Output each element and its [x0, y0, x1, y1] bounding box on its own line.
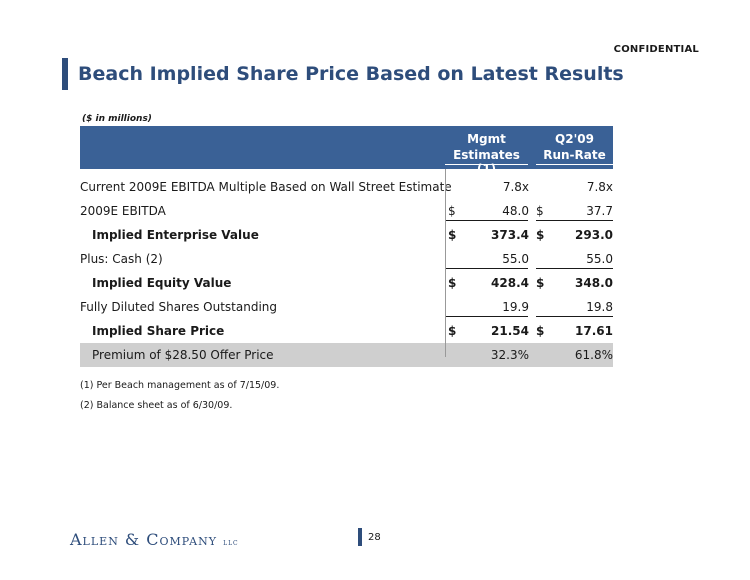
units-note: ($ in millions) [82, 114, 152, 124]
table-row: 2009E EBITDA $ 48.0 $ 37.7 [80, 199, 613, 223]
column-header-line1: Q2'09 [555, 132, 594, 146]
table-row-highlight: Premium of $28.50 Offer Price 32.3% 61.8… [80, 343, 613, 367]
runrate-value: 19.8 [586, 300, 613, 314]
footnote: (1) Per Beach management as of 7/15/09. [80, 380, 280, 391]
runrate-value: 61.8% [574, 348, 613, 362]
title-accent-bar [62, 58, 68, 90]
company-logo: Allen & Company llc [70, 530, 239, 549]
footnote: (2) Balance sheet as of 6/30/09. [80, 400, 233, 411]
currency-symbol: $ [536, 276, 545, 290]
column-header-line2: Run-Rate [543, 148, 606, 162]
table-header: Mgmt Estimates (1) Q2'09 Run-Rate [80, 126, 613, 176]
currency-symbol: $ [448, 204, 456, 218]
row-label: Current 2009E EBITDA Multiple Based on W… [80, 180, 452, 194]
mgmt-value: 19.9 [502, 300, 529, 314]
runrate-value: 348.0 [575, 276, 613, 290]
subtotal-rule [536, 316, 613, 317]
row-label: 2009E EBITDA [80, 204, 166, 218]
row-label: Plus: Cash (2) [80, 252, 163, 266]
row-label: Implied Enterprise Value [92, 228, 259, 242]
page-number-bar [358, 528, 362, 546]
mgmt-value: 32.3% [490, 348, 529, 362]
subtotal-rule [445, 268, 528, 269]
page-number: 28 [368, 532, 381, 543]
subtotal-rule [445, 220, 528, 221]
row-label: Implied Share Price [92, 324, 225, 338]
runrate-value: 37.7 [586, 204, 613, 218]
table-row: Fully Diluted Shares Outstanding 19.9 19… [80, 295, 613, 319]
currency-symbol: $ [448, 228, 457, 242]
valuation-table: Mgmt Estimates (1) Q2'09 Run-Rate Curren… [80, 126, 613, 367]
mgmt-value: 55.0 [502, 252, 529, 266]
mgmt-value: 373.4 [491, 228, 529, 242]
mgmt-value: 428.4 [491, 276, 529, 290]
logo-text: Allen & Company [70, 530, 217, 549]
currency-symbol: $ [536, 228, 545, 242]
subtotal-rule [536, 220, 613, 221]
row-label: Premium of $28.50 Offer Price [92, 348, 274, 362]
column-header-rule [445, 164, 528, 165]
page-title: Beach Implied Share Price Based on Lates… [78, 63, 624, 85]
mgmt-value: 21.54 [491, 324, 529, 338]
mgmt-value: 48.0 [502, 204, 529, 218]
subtotal-rule [536, 268, 613, 269]
runrate-value: 7.8x [586, 180, 613, 194]
row-label: Fully Diluted Shares Outstanding [80, 300, 278, 314]
table-row: Implied Equity Value $ 428.4 $ 348.0 [80, 271, 613, 295]
column-divider [445, 169, 446, 357]
column-header-rule [536, 164, 613, 165]
currency-symbol: $ [536, 204, 544, 218]
currency-symbol: $ [448, 324, 457, 338]
runrate-value: 293.0 [575, 228, 613, 242]
currency-symbol: $ [448, 276, 457, 290]
row-label: Implied Equity Value [92, 276, 232, 290]
runrate-value: 55.0 [586, 252, 613, 266]
table-row: Current 2009E EBITDA Multiple Based on W… [80, 175, 613, 199]
footnotes: (1) Per Beach management as of 7/15/09. … [80, 380, 279, 420]
table-row: Implied Share Price $ 21.54 $ 17.61 [80, 319, 613, 343]
table-row: Implied Enterprise Value $ 373.4 $ 293.0 [80, 223, 613, 247]
mgmt-value: 7.8x [502, 180, 529, 194]
table-row: Plus: Cash (2) 55.0 55.0 [80, 247, 613, 271]
column-header-line2: Estimates (1) [453, 148, 520, 176]
runrate-value: 17.61 [575, 324, 613, 338]
logo-suffix: llc [223, 538, 239, 548]
confidential-label: CONFIDENTIAL [613, 44, 699, 55]
subtotal-rule [445, 316, 528, 317]
currency-symbol: $ [536, 324, 545, 338]
column-header-line1: Mgmt [467, 132, 506, 146]
